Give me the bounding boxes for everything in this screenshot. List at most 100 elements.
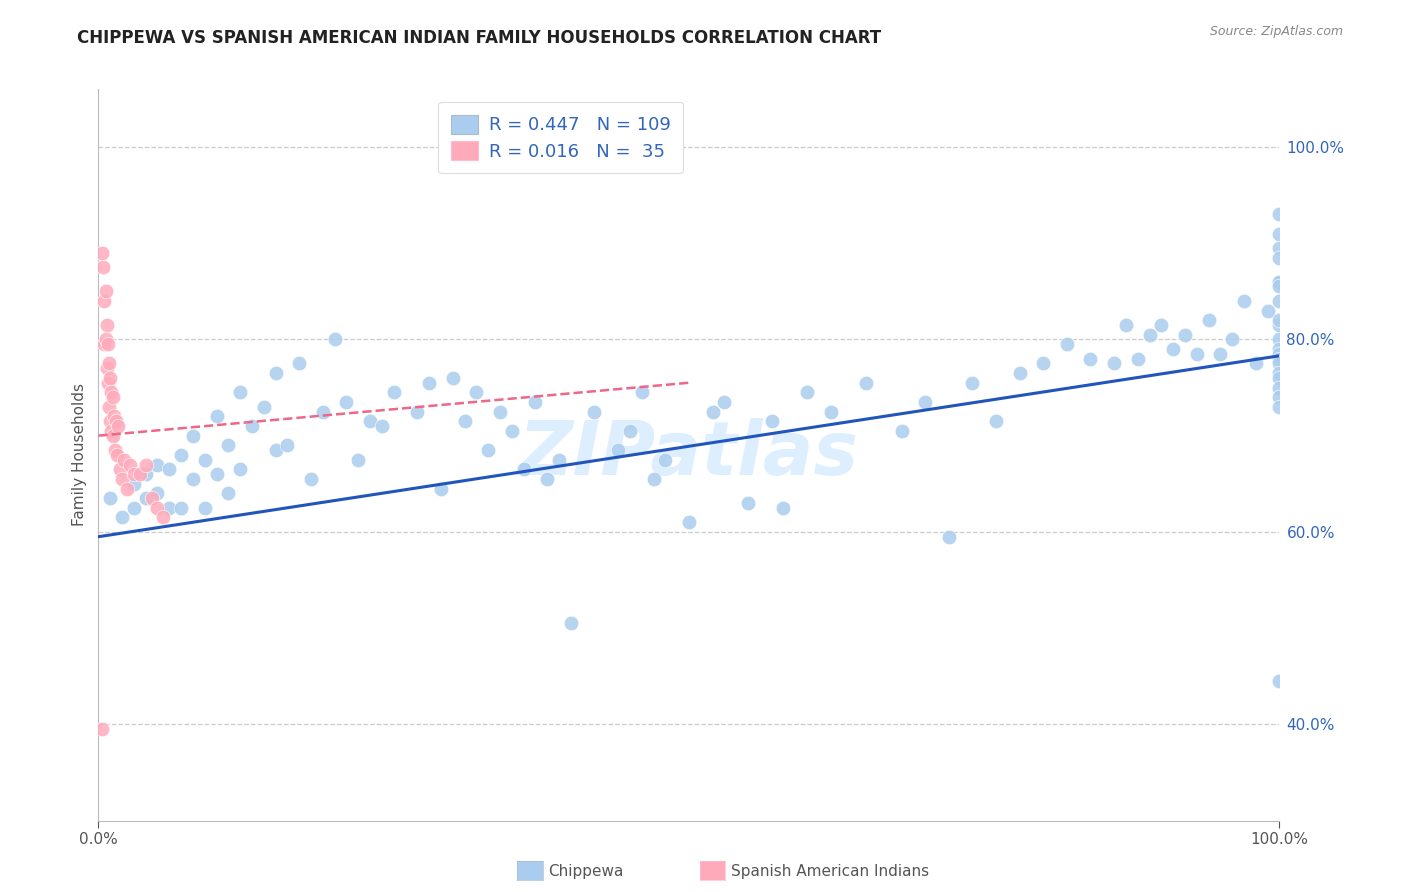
Point — [1268, 371, 1291, 385]
Point — [101, 390, 124, 404]
Point — [713, 395, 735, 409]
Point — [359, 414, 381, 428]
Point — [536, 472, 558, 486]
Point — [477, 443, 499, 458]
Point — [820, 404, 842, 418]
Point — [288, 356, 311, 371]
Point — [135, 491, 157, 506]
Point — [91, 245, 114, 260]
Point — [1268, 279, 1291, 293]
Point — [157, 500, 180, 515]
Point — [264, 443, 287, 458]
Point — [120, 458, 142, 472]
Point — [1268, 333, 1291, 347]
Point — [96, 318, 118, 332]
Point — [97, 376, 120, 390]
Point — [1150, 318, 1173, 332]
Point — [103, 409, 125, 424]
Point — [205, 467, 228, 482]
Point — [619, 424, 641, 438]
Point — [1257, 303, 1279, 318]
Point — [1268, 390, 1291, 404]
Point — [217, 438, 239, 452]
Point — [1268, 356, 1291, 371]
Point — [100, 424, 122, 438]
Point — [93, 293, 115, 308]
Point — [91, 723, 114, 737]
Point — [1268, 400, 1291, 414]
Point — [205, 409, 228, 424]
Point — [560, 616, 582, 631]
Text: Source: ZipAtlas.com: Source: ZipAtlas.com — [1209, 25, 1343, 38]
Point — [1268, 241, 1291, 255]
Point — [1268, 674, 1291, 689]
Point — [962, 376, 984, 390]
Point — [1268, 380, 1291, 394]
Point — [312, 404, 335, 418]
Point — [1268, 293, 1291, 308]
Point — [1220, 333, 1243, 347]
Point — [107, 419, 129, 434]
Point — [146, 458, 169, 472]
Point — [1056, 337, 1078, 351]
Point — [406, 404, 429, 418]
Point — [607, 443, 630, 458]
Point — [101, 428, 124, 442]
Point — [1268, 351, 1291, 366]
Point — [1080, 351, 1102, 366]
Point — [253, 400, 276, 414]
Point — [323, 333, 346, 347]
Point — [453, 414, 475, 428]
Point — [1268, 347, 1291, 361]
Text: ZIPatlas: ZIPatlas — [519, 418, 859, 491]
Point — [643, 472, 665, 486]
Point — [135, 458, 157, 472]
Point — [418, 376, 440, 390]
Point — [347, 452, 370, 467]
Point — [122, 476, 145, 491]
Point — [984, 414, 1007, 428]
Point — [1174, 327, 1197, 342]
Point — [1008, 366, 1031, 380]
Point — [371, 419, 394, 434]
Point — [194, 500, 217, 515]
Point — [170, 500, 193, 515]
Point — [1126, 351, 1149, 366]
Point — [194, 452, 217, 467]
Point — [1032, 356, 1054, 371]
Point — [115, 482, 138, 496]
Point — [111, 472, 134, 486]
Point — [501, 424, 523, 438]
Point — [122, 500, 145, 515]
Point — [104, 443, 127, 458]
Point — [938, 530, 960, 544]
Point — [702, 404, 724, 418]
Point — [914, 395, 936, 409]
Point — [1268, 275, 1291, 289]
Point — [229, 385, 252, 400]
Point — [299, 472, 322, 486]
Point — [512, 462, 534, 476]
Point — [141, 491, 163, 506]
Text: Spanish American Indians: Spanish American Indians — [731, 864, 929, 879]
Point — [1244, 356, 1267, 371]
Point — [1268, 275, 1291, 289]
Point — [98, 414, 121, 428]
Text: CHIPPEWA VS SPANISH AMERICAN INDIAN FAMILY HOUSEHOLDS CORRELATION CHART: CHIPPEWA VS SPANISH AMERICAN INDIAN FAMI… — [77, 29, 882, 47]
Point — [1268, 342, 1291, 356]
Point — [93, 337, 115, 351]
Point — [91, 260, 114, 275]
Point — [678, 516, 700, 530]
Point — [1268, 251, 1291, 265]
Point — [100, 385, 122, 400]
Point — [229, 462, 252, 476]
Point — [240, 419, 263, 434]
Point — [441, 371, 464, 385]
Point — [1268, 366, 1291, 380]
Point — [1185, 347, 1208, 361]
Point — [1209, 347, 1232, 361]
Point — [276, 438, 298, 452]
Point — [98, 356, 121, 371]
Point — [335, 395, 357, 409]
Point — [170, 448, 193, 462]
